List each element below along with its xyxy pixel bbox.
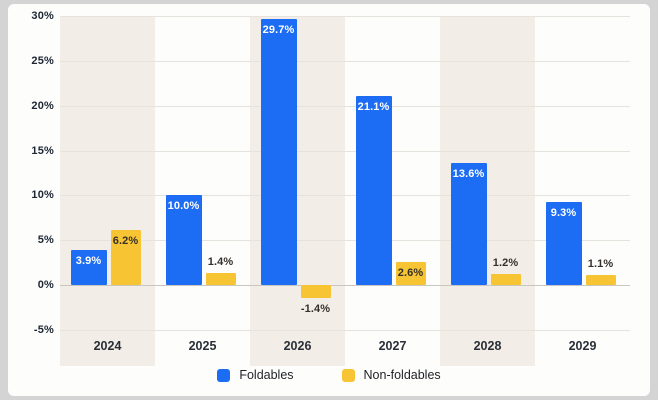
- value-label-foldables-2026: 29.7%: [262, 23, 295, 36]
- x-axis-label: 2028: [473, 339, 502, 353]
- bar-foldables-2024[interactable]: [70, 250, 107, 286]
- bar-foldables-2028[interactable]: [450, 163, 487, 286]
- chart-panel: 30% 25% 20% 15% 10% 5% 0% -5% 2024 3.9% 6.2% 2025 10…: [8, 4, 650, 396]
- y-axis-label: 25%: [31, 54, 54, 67]
- bar-non-foldables-2024[interactable]: [110, 229, 141, 286]
- bar-non-foldables-2026[interactable]: [300, 285, 331, 298]
- legend-item-foldables[interactable]: Foldables: [217, 368, 294, 382]
- x-axis-label: 2029: [568, 339, 597, 353]
- y-axis-label: 0%: [37, 279, 54, 292]
- bar-foldables-2027[interactable]: [355, 95, 392, 286]
- bar-non-foldables-2027[interactable]: [395, 261, 426, 286]
- y-axis-label: -5%: [33, 324, 54, 336]
- value-label-non-foldables-2025: 1.4%: [207, 255, 234, 268]
- x-axis-label: 2024: [93, 339, 122, 353]
- y-axis-label: 15%: [31, 144, 54, 157]
- legend: Foldables Non-foldables: [8, 368, 650, 382]
- value-label-non-foldables-2028: 1.2%: [492, 257, 519, 270]
- legend-item-non-foldables[interactable]: Non-foldables: [341, 368, 441, 382]
- value-label-foldables-2027: 21.1%: [357, 100, 390, 113]
- gridline: [60, 285, 630, 287]
- foldables-swatch-icon: [217, 368, 231, 382]
- legend-label-foldables: Foldables: [239, 368, 294, 382]
- value-label-foldables-2024: 3.9%: [75, 255, 102, 268]
- gridline: [60, 150, 630, 152]
- bar-non-foldables-2025[interactable]: [205, 272, 236, 286]
- x-axis-label: 2026: [283, 339, 312, 353]
- gridline: [60, 105, 630, 107]
- value-label-non-foldables-2026: -1.4%: [300, 302, 331, 315]
- bar-foldables-2025[interactable]: [165, 195, 202, 286]
- value-label-foldables-2028: 13.6%: [452, 168, 485, 181]
- bar-foldables-2029[interactable]: [545, 201, 582, 286]
- legend-label-non-foldables: Non-foldables: [363, 368, 441, 382]
- x-axis-label: 2025: [188, 339, 217, 353]
- y-axis-label: 20%: [31, 99, 54, 112]
- non-foldables-swatch-icon: [341, 368, 355, 382]
- background-band: [60, 16, 155, 366]
- plot-area: 30% 25% 20% 15% 10% 5% 0% -5% 2024 3.9% 6.2% 2025 10…: [31, 10, 630, 366]
- gridline: [60, 16, 630, 17]
- value-label-non-foldables-2024: 6.2%: [112, 234, 139, 247]
- bar-non-foldables-2028[interactable]: [490, 274, 521, 286]
- value-label-foldables-2029: 9.3%: [550, 206, 577, 219]
- value-label-foldables-2025: 10.0%: [167, 200, 200, 213]
- value-label-non-foldables-2029: 1.1%: [587, 258, 614, 271]
- y-axis-label: 5%: [37, 234, 54, 247]
- bar-non-foldables-2029[interactable]: [585, 275, 616, 286]
- value-label-non-foldables-2027: 2.6%: [397, 266, 424, 279]
- gridline: [60, 60, 630, 62]
- y-axis-label: 30%: [31, 10, 54, 22]
- gridline: [60, 330, 630, 331]
- x-axis-label: 2027: [378, 339, 407, 353]
- bar-foldables-2026[interactable]: [260, 18, 297, 286]
- gridline: [60, 240, 630, 242]
- y-axis-label: 10%: [31, 189, 54, 202]
- gridline: [60, 195, 630, 197]
